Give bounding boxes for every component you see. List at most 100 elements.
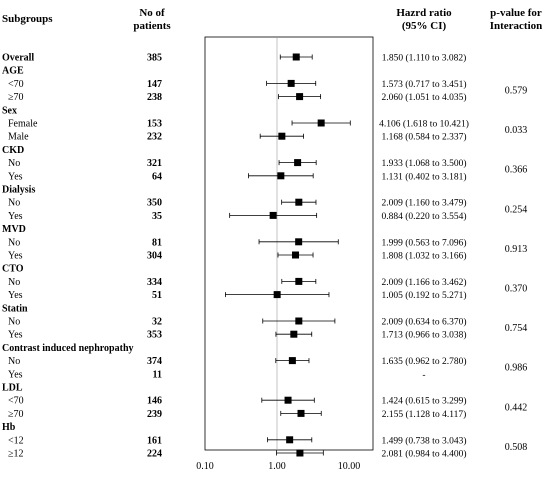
patient-count: 32 — [152, 317, 162, 328]
hazard-ratio-marker — [297, 409, 305, 417]
hazard-ratio-marker — [295, 238, 303, 246]
header-p-line2: Interaction — [490, 20, 543, 32]
hazard-ratio-marker — [317, 119, 325, 127]
hazard-ratio-ci-text: 1.999 (0.563 to 7.096) — [382, 237, 467, 248]
patient-count: 374 — [147, 356, 162, 367]
patient-count: 153 — [147, 119, 162, 130]
x-tick-label: 1.00 — [268, 461, 286, 472]
patient-count: 350 — [147, 198, 162, 209]
patient-count: 238 — [147, 92, 162, 103]
group-label-dialysis: Dialysis — [2, 185, 35, 196]
group-label-statin: Statin — [2, 303, 28, 314]
subgroup-label: Yes — [8, 369, 23, 380]
hazard-ratio-marker — [292, 53, 300, 61]
header-hr-line1: Hazrd ratio — [396, 7, 452, 19]
hazard-ratio-ci-text: 1.573 (0.717 to 3.451) — [382, 79, 467, 90]
hazard-ratio-marker — [273, 291, 281, 299]
hazard-ratio-ci-text: 1.005 (0.192 to 5.271) — [382, 290, 467, 301]
hazard-ratio-ci-text: 0.884 (0.220 to 3.554) — [382, 211, 467, 222]
hazard-ratio-marker — [295, 317, 303, 325]
subgroup-label: ≥70 — [8, 409, 24, 420]
patient-count: 35 — [152, 211, 162, 222]
hazard-ratio-marker — [287, 79, 295, 87]
hazard-ratio-ci-text: 1.131 (0.402 to 3.181) — [382, 171, 467, 182]
subgroup-label: <70 — [8, 396, 24, 407]
hazard-ratio-ci-text: - — [422, 370, 425, 380]
hazard-ratio-ci-text: 2.081 (0.984 to 4.400) — [382, 449, 467, 460]
subgroup-label: Yes — [8, 171, 23, 182]
p-value: 0.366 — [505, 165, 528, 176]
hazard-ratio-ci-text: 2.155 (1.128 to 4.117) — [382, 409, 467, 420]
hazard-ratio-marker — [277, 172, 285, 180]
subgroup-label: ≥70 — [8, 92, 24, 103]
rows-layer: Overall 385 1.850 (1.110 to 3.082) AGE <70 14… — [2, 53, 469, 460]
hazard-ratio-ci-text: 2.060 (1.051 to 4.035) — [382, 92, 467, 103]
patient-count: 353 — [147, 330, 162, 341]
header-hr-line2: (95% CI) — [402, 20, 447, 32]
subgroup-label: No — [8, 356, 20, 367]
subgroup-label: <12 — [8, 435, 24, 446]
subgroup-label: No — [8, 277, 20, 288]
hazard-ratio-marker — [294, 159, 302, 167]
hazard-ratio-marker — [292, 251, 300, 259]
hazard-ratio-marker — [295, 277, 303, 285]
hazard-ratio-marker — [284, 396, 292, 404]
hazard-ratio-marker — [295, 198, 303, 206]
header-subgroups: Subgroups — [2, 13, 53, 25]
patient-count: 224 — [147, 449, 162, 460]
subgroup-label: Female — [8, 119, 38, 130]
plot-frame — [204, 36, 374, 451]
subgroup-label: No — [8, 317, 20, 328]
patient-count: 64 — [152, 171, 162, 182]
group-label-cto: CTO — [2, 264, 24, 275]
hazard-ratio-marker — [278, 132, 286, 140]
patient-count: 147 — [147, 79, 162, 90]
p-value: 0.754 — [505, 323, 528, 334]
p-value: 0.986 — [505, 363, 528, 374]
patient-count: 304 — [147, 251, 162, 262]
hazard-ratio-ci-text: 1.713 (0.966 to 3.038) — [382, 330, 467, 341]
hazard-ratio-ci-text: 1.499 (0.738 to 3.043) — [382, 435, 467, 446]
patient-count: 232 — [147, 132, 162, 143]
patient-count: 81 — [152, 237, 162, 248]
subgroup-label: Yes — [8, 251, 23, 262]
subgroup-label: <70 — [8, 79, 24, 90]
group-label-ckd: CKD — [2, 145, 24, 156]
hazard-ratio-ci-text: 2.009 (1.160 to 3.479) — [382, 198, 467, 209]
group-label-mvd: MVD — [2, 224, 26, 235]
p-value: 0.033 — [505, 125, 528, 136]
hazard-ratio-ci-text: 1.808 (1.032 to 3.166) — [382, 251, 467, 262]
group-label-hb: Hb — [2, 422, 16, 433]
hazard-ratio-ci-text: 1.850 (1.110 to 3.082) — [382, 53, 467, 64]
patient-count: 146 — [147, 396, 162, 407]
p-value: 0.913 — [505, 244, 528, 255]
hazard-ratio-ci-text: 4.106 (1.618 to 10.421) — [379, 119, 469, 130]
patient-count: 51 — [152, 290, 162, 301]
p-value: 0.579 — [505, 86, 528, 97]
hazard-ratio-marker — [269, 211, 277, 219]
p-value: 0.370 — [505, 284, 528, 295]
x-tick-label: 10.00 — [338, 461, 361, 472]
hazard-ratio-ci-text: 1.424 (0.615 to 3.299) — [382, 396, 467, 407]
group-label-contrast-induced-nephropathy: Contrast induced nephropathy — [2, 343, 134, 354]
subgroup-label: Yes — [8, 211, 23, 222]
hazard-ratio-marker — [290, 330, 298, 338]
subgroup-label: ≥12 — [8, 449, 24, 460]
subgroup-label: No — [8, 158, 20, 169]
patient-count: 11 — [153, 369, 162, 380]
hazard-ratio-marker — [288, 357, 296, 365]
hazard-ratio-ci-text: 1.635 (0.962 to 2.780) — [382, 356, 467, 367]
group-label-age: AGE — [2, 66, 24, 77]
hazard-ratio-ci-text: 2.009 (1.166 to 3.462) — [382, 277, 467, 288]
group-label-overall: Overall — [2, 53, 34, 64]
header-patients-line2: patients — [133, 20, 171, 32]
p-values-layer: 0.579 0.033 0.366 0.254 0.913 0.370 0.754 0.986… — [505, 86, 528, 453]
p-value: 0.254 — [505, 204, 528, 215]
patient-count: 385 — [147, 53, 162, 64]
header-p-line1: p-value for — [490, 7, 542, 19]
hazard-ratio-marker — [296, 449, 304, 457]
axis-ticks-layer: 0.10 1.00 10.00 — [196, 461, 360, 472]
p-value: 0.508 — [505, 442, 528, 453]
hazard-ratio-marker — [296, 93, 304, 101]
